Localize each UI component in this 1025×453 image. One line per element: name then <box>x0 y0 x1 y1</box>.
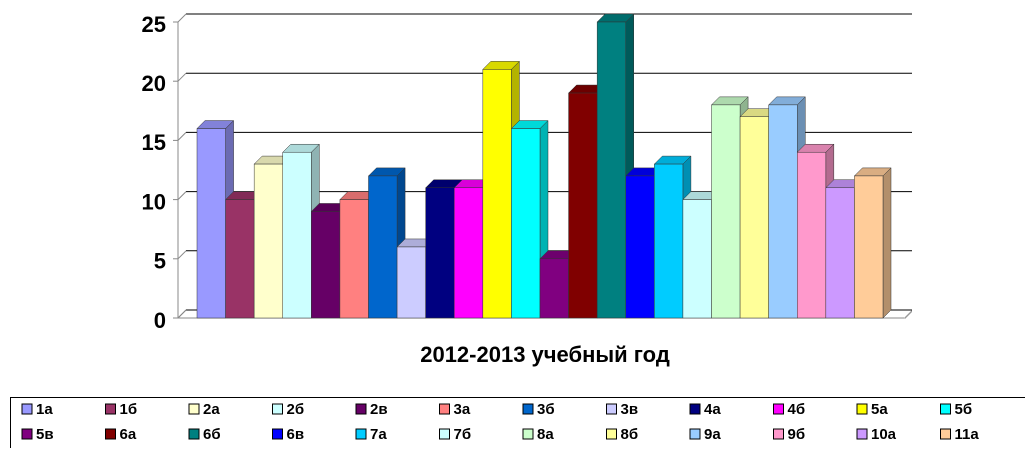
bar <box>197 129 226 318</box>
bar <box>826 188 855 318</box>
bar <box>626 176 655 318</box>
legend-swatch <box>523 429 533 439</box>
bar <box>311 211 340 318</box>
grid-line-wall <box>178 132 186 140</box>
bar <box>540 259 569 318</box>
grid-line-wall <box>178 251 186 259</box>
legend-swatch <box>690 429 700 439</box>
bar <box>397 247 426 318</box>
legend-label: 2в <box>370 401 388 418</box>
legend-swatch <box>941 404 951 414</box>
legend-label: 5а <box>871 401 888 418</box>
y-tick-label: 5 <box>154 249 166 274</box>
bar <box>769 105 798 318</box>
legend-swatch <box>857 429 867 439</box>
bar <box>283 152 312 318</box>
legend-swatch <box>774 429 784 439</box>
legend-swatch <box>273 404 283 414</box>
legend-label: 11а <box>955 426 980 443</box>
legend-swatch <box>22 429 32 439</box>
legend-label: 6в <box>287 426 305 443</box>
legend-label: 1б <box>120 401 138 418</box>
bar <box>226 200 255 318</box>
legend-label: 7б <box>454 426 472 443</box>
bar <box>511 129 540 318</box>
legend-swatch <box>189 429 199 439</box>
legend-label: 5б <box>955 401 973 418</box>
grid-line-wall <box>178 192 186 200</box>
legend-label: 5в <box>36 426 54 443</box>
y-tick-label: 10 <box>142 189 166 214</box>
bar <box>654 164 683 318</box>
bar <box>569 93 598 318</box>
legend-label: 6б <box>203 426 221 443</box>
bar <box>683 200 712 318</box>
legend-label: 3в <box>621 401 639 418</box>
grid-line-wall <box>178 310 186 318</box>
legend-swatch <box>440 404 450 414</box>
legend-label: 8б <box>621 426 639 443</box>
legend-swatch <box>690 404 700 414</box>
legend-label: 3а <box>454 401 471 418</box>
bar <box>797 152 826 318</box>
legend-label: 2а <box>203 401 220 418</box>
bar <box>483 69 512 318</box>
legend-label: 7а <box>370 426 387 443</box>
legend-label: 4б <box>788 401 806 418</box>
legend-label: 3б <box>537 401 555 418</box>
legend-swatch <box>106 429 116 439</box>
legend-label: 10а <box>871 426 897 443</box>
y-tick-label: 15 <box>142 130 166 155</box>
legend-swatch <box>941 429 951 439</box>
grid-line-wall <box>178 73 186 81</box>
legend-label: 6а <box>120 426 137 443</box>
legend-label: 9б <box>788 426 806 443</box>
legend-label: 2б <box>287 401 305 418</box>
bar <box>426 188 455 318</box>
legend-swatch <box>273 429 283 439</box>
bar <box>369 176 398 318</box>
bar <box>454 188 483 318</box>
legend-swatch <box>22 404 32 414</box>
legend-swatch <box>440 429 450 439</box>
y-tick-label: 25 <box>142 12 166 37</box>
legend-label: 9а <box>704 426 721 443</box>
floor-corner <box>904 310 912 319</box>
bar <box>340 200 369 318</box>
legend-swatch <box>774 404 784 414</box>
bar <box>712 105 741 318</box>
bar-side <box>883 168 891 318</box>
bar <box>740 117 769 318</box>
legend-swatch <box>356 429 366 439</box>
legend-swatch <box>356 404 366 414</box>
y-tick-label: 0 <box>154 308 166 333</box>
legend-label: 1а <box>36 401 53 418</box>
x-axis-title: 2012-2013 учебный год <box>420 342 670 367</box>
bar <box>597 22 626 318</box>
bar <box>854 176 883 318</box>
legend-swatch <box>607 404 617 414</box>
legend-swatch <box>189 404 199 414</box>
legend-label: 4а <box>704 401 721 418</box>
grid-line-wall <box>178 14 186 22</box>
y-tick-label: 20 <box>142 71 166 96</box>
legend-swatch <box>857 404 867 414</box>
legend-swatch <box>106 404 116 414</box>
legend-swatch <box>607 429 617 439</box>
legend-label: 8а <box>537 426 554 443</box>
bar <box>254 164 283 318</box>
legend-swatch <box>523 404 533 414</box>
